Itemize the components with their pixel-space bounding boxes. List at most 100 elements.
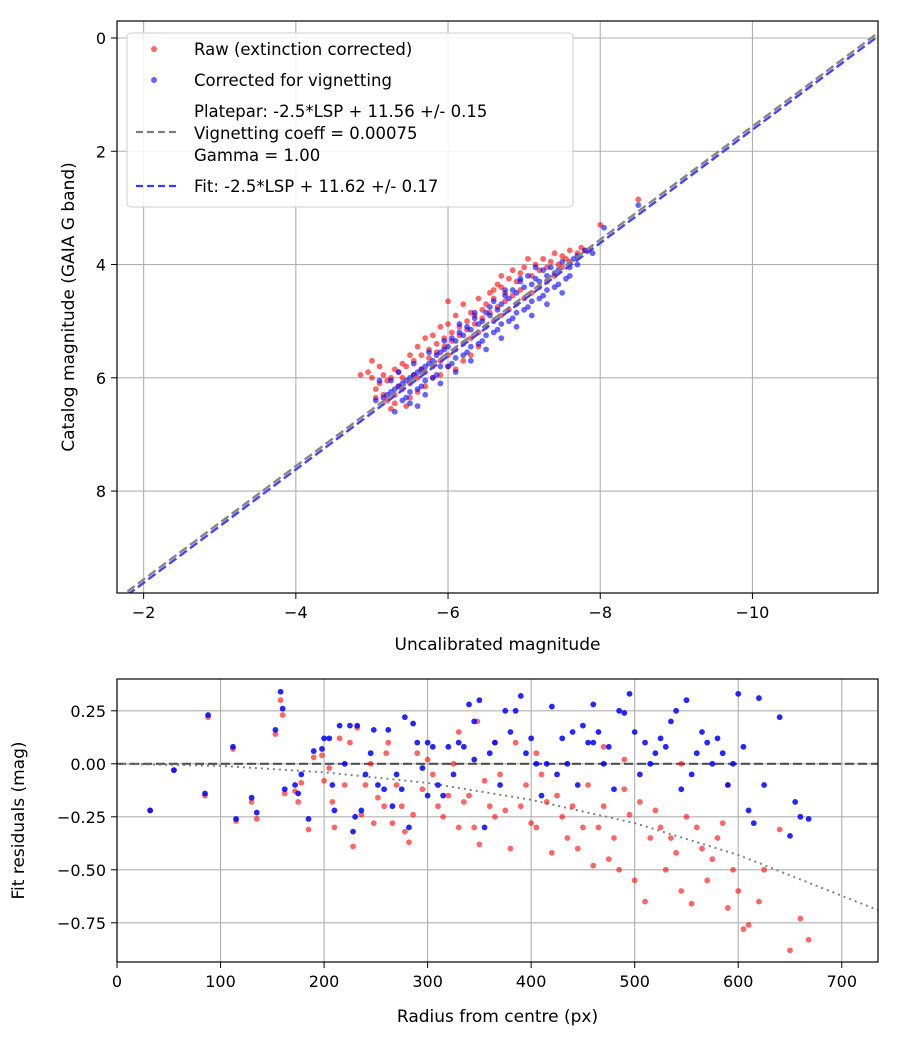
bot-x-tick-label: 300 bbox=[412, 972, 443, 991]
residual-point-raw bbox=[298, 779, 305, 786]
calibration-point-raw bbox=[460, 301, 467, 308]
calibration-point-corrected bbox=[441, 338, 448, 344]
calibration-point-raw bbox=[445, 321, 451, 327]
residual-point-raw bbox=[574, 845, 581, 852]
residual-point-corrected bbox=[471, 756, 478, 763]
bot-x-tick-label: 700 bbox=[826, 972, 857, 991]
residual-point-corrected bbox=[310, 748, 317, 754]
calibration-point-corrected bbox=[494, 306, 501, 313]
residual-point-corrected bbox=[419, 765, 426, 771]
calibration-point-corrected bbox=[483, 346, 489, 353]
residual-point-raw bbox=[776, 826, 783, 833]
residual-point-corrected bbox=[248, 794, 255, 801]
residual-point-corrected bbox=[724, 782, 731, 788]
residual-point-raw bbox=[538, 771, 545, 778]
residual-point-corrected bbox=[476, 697, 483, 704]
residual-point-corrected bbox=[683, 697, 690, 704]
calibration-point-corrected bbox=[433, 352, 440, 359]
calibration-point-raw bbox=[376, 363, 383, 370]
residual-point-raw bbox=[450, 760, 457, 767]
bot-x-tick-label: 0 bbox=[112, 972, 122, 991]
residual-point-raw bbox=[319, 752, 325, 759]
residual-point-corrected bbox=[354, 722, 361, 729]
residual-point-raw bbox=[455, 729, 462, 735]
calibration-point-corrected bbox=[502, 292, 509, 299]
residual-point-raw bbox=[668, 835, 674, 841]
residual-point-raw bbox=[704, 877, 711, 884]
residual-point-raw bbox=[326, 765, 333, 771]
residual-point-corrected bbox=[385, 726, 392, 733]
calibration-point-raw bbox=[506, 275, 512, 282]
calibration-point-corrected bbox=[574, 261, 581, 268]
calibration-point-corrected bbox=[528, 298, 535, 305]
residual-point-raw bbox=[497, 771, 503, 778]
residual-point-corrected bbox=[688, 771, 695, 778]
calibration-point-raw bbox=[369, 374, 375, 381]
residual-point-raw bbox=[398, 803, 405, 810]
top-y-tick-label: 8 bbox=[96, 482, 106, 501]
residual-point-raw bbox=[647, 835, 654, 841]
calibration-point-corrected bbox=[448, 360, 455, 367]
residual-point-raw bbox=[347, 739, 353, 746]
top-x-tick-label: −10 bbox=[736, 603, 770, 622]
residual-point-corrected bbox=[205, 712, 212, 718]
residual-point-raw bbox=[600, 803, 607, 810]
calibration-point-raw bbox=[494, 281, 501, 288]
residual-point-raw bbox=[626, 811, 633, 818]
bot-x-tick-label: 600 bbox=[723, 972, 754, 991]
residuals-axes-frame bbox=[116, 678, 879, 963]
residual-point-corrected bbox=[492, 739, 498, 746]
residual-point-corrected bbox=[745, 807, 752, 814]
residual-point-raw bbox=[279, 712, 286, 718]
residual-point-raw bbox=[440, 813, 447, 820]
residual-point-raw bbox=[272, 731, 279, 738]
residual-point-raw bbox=[305, 826, 312, 833]
calibration-point-corrected bbox=[479, 338, 486, 344]
calibration-point-raw bbox=[433, 340, 440, 347]
residual-point-corrected bbox=[600, 760, 607, 767]
calibration-point-corrected bbox=[399, 397, 406, 404]
residual-point-corrected bbox=[429, 743, 436, 750]
calibration-point-corrected bbox=[372, 397, 379, 404]
residual-point-raw bbox=[385, 739, 392, 746]
calibration-point-raw bbox=[498, 312, 505, 319]
residual-point-raw bbox=[631, 877, 638, 884]
residual-point-corrected bbox=[652, 750, 659, 757]
residual-point-corrected bbox=[350, 828, 356, 835]
residual-point-raw bbox=[580, 824, 586, 831]
calibration-point-raw bbox=[460, 357, 467, 364]
calibration-point-raw bbox=[517, 270, 524, 276]
residual-point-raw bbox=[455, 824, 462, 831]
residual-point-corrected bbox=[569, 729, 576, 735]
residual-point-corrected bbox=[517, 693, 524, 699]
residual-point-raw bbox=[745, 922, 752, 928]
residual-point-raw bbox=[471, 824, 478, 831]
residual-point-corrected bbox=[636, 771, 643, 778]
residual-point-raw bbox=[595, 824, 602, 831]
residual-point-raw bbox=[253, 816, 260, 822]
calibration-point-corrected bbox=[471, 315, 478, 322]
residual-point-raw bbox=[281, 790, 288, 797]
calibration-point-corrected bbox=[513, 309, 520, 316]
residual-point-corrected bbox=[590, 701, 597, 708]
residuals-y-axis-label: Fit residuals (mag) bbox=[9, 742, 29, 900]
residual-point-corrected bbox=[657, 735, 664, 742]
calibration-point-corrected bbox=[437, 380, 444, 387]
calibration-point-corrected bbox=[376, 377, 383, 384]
residual-point-corrected bbox=[647, 760, 654, 767]
residual-point-raw bbox=[657, 824, 664, 831]
calibration-point-corrected bbox=[635, 202, 642, 208]
bot-x-tick-label: 200 bbox=[309, 972, 340, 991]
residual-point-raw bbox=[393, 782, 400, 788]
residual-point-corrected bbox=[398, 786, 405, 793]
residual-point-raw bbox=[787, 947, 793, 954]
residual-point-raw bbox=[486, 803, 493, 810]
residual-point-raw bbox=[564, 835, 571, 841]
residual-point-corrected bbox=[616, 707, 623, 714]
residual-point-raw bbox=[543, 799, 550, 805]
residual-point-raw bbox=[724, 905, 731, 911]
residual-point-corrected bbox=[538, 792, 545, 799]
calibration-point-raw bbox=[380, 372, 387, 378]
top-y-tick-label: 6 bbox=[96, 369, 106, 388]
calibration-point-corrected bbox=[559, 289, 566, 296]
